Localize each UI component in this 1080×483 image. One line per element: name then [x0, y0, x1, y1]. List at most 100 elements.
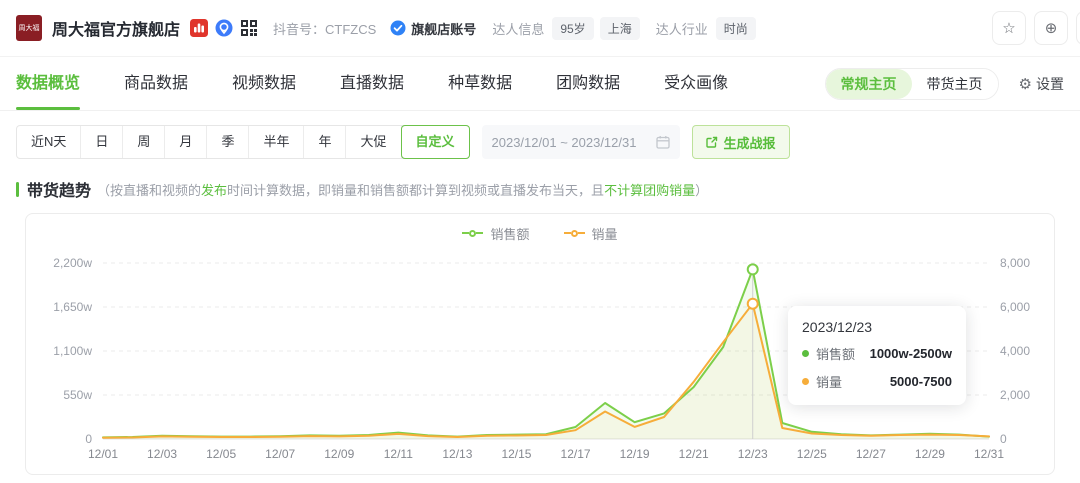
legend-label: 销售额 — [490, 226, 530, 242]
legend-marker-line — [577, 232, 585, 234]
talent-industry-label: 达人行业 — [655, 21, 708, 37]
star-icon: ☆ — [1002, 19, 1016, 37]
left-axis-tick: 0 — [85, 432, 92, 446]
data-chart-icon[interactable] — [190, 19, 209, 37]
tooltip-series-value: 1000w-2500w — [869, 346, 952, 361]
generate-report-button[interactable]: 生成战报 — [691, 125, 790, 159]
section-title: 带货趋势 — [27, 183, 92, 200]
talent-info-badge: 上海 — [599, 16, 640, 40]
date-range-input[interactable]: 2023/12/01 ~ 2023/12/31 — [481, 125, 680, 159]
add-circle-icon: ⊕ — [1044, 19, 1058, 37]
range-近N天[interactable]: 近N天 — [17, 126, 82, 158]
store-logo-text: 周大福 — [18, 25, 40, 32]
right-axis-tick: 4,000 — [1000, 344, 1030, 358]
trend-chart-panel: 销售额 销量 2,200w 1,650w 1,100w 550w 0 8,000 6,000 4… — [25, 213, 1055, 475]
store-logo: 周大福 — [16, 15, 42, 41]
section-note-part: ） — [695, 182, 709, 198]
tooltip-series-dot — [802, 350, 809, 357]
date-range-segments: 近N天日周月季半年年大促 自定义 — [16, 125, 470, 159]
x-axis-tick: 12/27 — [856, 447, 886, 461]
talent-info-badge: 95岁 — [552, 16, 594, 40]
range-周[interactable]: 周 — [123, 126, 166, 158]
top-bar: 周大福 周大福官方旗舰店 抖音号：CTFZCS 旗舰店账号 达人信息 95岁 上海… — [0, 0, 1080, 57]
qr-code-icon[interactable] — [240, 19, 258, 37]
legend-marker-circle — [570, 229, 578, 237]
account-type-label: 旗舰店账号 — [411, 21, 477, 37]
range-大促[interactable]: 大促 — [346, 126, 402, 158]
section-note: （按直播和视频的发布时间计算数据，即销量和销售额都计算到视频或直播发布当天，且不… — [97, 180, 708, 199]
section-accent-bar — [16, 181, 19, 197]
talent-info-label: 达人信息 — [492, 21, 545, 37]
left-axis-tick: 1,100w — [53, 344, 92, 358]
x-axis-tick: 12/11 — [384, 447, 413, 461]
add-compare-button[interactable]: ⊕ — [1034, 11, 1068, 45]
chart-legend: 销售额 销量 — [26, 214, 1054, 252]
legend-item-销售额[interactable]: 销售额 — [462, 224, 530, 243]
legend-marker — [462, 229, 484, 237]
generate-report-label: 生成战报 — [723, 135, 776, 151]
legend-label: 销量 — [591, 226, 618, 242]
more-button[interactable]: ⋯ — [1076, 11, 1080, 45]
account-type: 旗舰店账号 — [390, 19, 476, 38]
tooltip-row: 销量 5000-7500 — [802, 372, 952, 391]
section-note-part: 发布 — [201, 182, 228, 198]
left-axis-tick: 2,200w — [53, 256, 92, 270]
tab-bar: 数据概览 商品数据 视频数据 直播数据 种草数据 团购数据 受众画像 常规主页 带货主页 ⚙ … — [0, 57, 1080, 111]
right-axis-tick: 8,000 — [1000, 256, 1030, 270]
verified-icon — [390, 20, 406, 36]
gear-icon: ⚙ — [1018, 74, 1032, 93]
settings-button[interactable]: ⚙ 设置 — [1019, 74, 1064, 94]
favorite-star-button[interactable]: ☆ — [992, 11, 1026, 45]
tooltip-row: 销售额 1000w-2500w — [802, 344, 952, 363]
toggle-带货主页[interactable]: 带货主页 — [911, 68, 998, 99]
range-半年[interactable]: 半年 — [249, 126, 305, 158]
legend-marker-line — [476, 232, 484, 234]
tab-受众画像[interactable]: 受众画像 — [664, 75, 729, 92]
legend-marker — [563, 229, 585, 237]
range-月[interactable]: 月 — [165, 126, 208, 158]
x-axis-tick: 12/31 — [974, 447, 1004, 461]
x-axis-tick: 12/03 — [147, 447, 177, 461]
section-note-part: （按直播和视频的 — [97, 182, 202, 198]
x-axis-tick: 12/15 — [501, 447, 531, 461]
series-area-销售额 — [103, 269, 989, 439]
talent-industry-badges: 时尚 — [715, 16, 762, 40]
section-note-part: 不计算团购销量 — [604, 182, 696, 198]
tab-团购数据[interactable]: 团购数据 — [556, 75, 621, 92]
tooltip-rows: 销售额 1000w-2500w 销量 5000-7500 — [802, 344, 952, 391]
filter-row: 近N天日周月季半年年大促 自定义 2023/12/01 ~ 2023/12/31 … — [16, 125, 1064, 159]
range-季[interactable]: 季 — [207, 126, 250, 158]
talent-industry-badge: 时尚 — [715, 16, 756, 40]
left-axis-tick: 550w — [63, 388, 92, 402]
settings-label: 设置 — [1036, 75, 1064, 92]
tab-视频数据[interactable]: 视频数据 — [232, 75, 297, 92]
external-link-icon — [705, 136, 717, 148]
legend-marker-line — [563, 232, 571, 234]
tooltip-series-dot — [802, 378, 809, 385]
trend-chart[interactable]: 2,200w 1,650w 1,100w 550w 0 8,000 6,000 4,000 2,… — [26, 252, 1054, 467]
tooltip-series-value: 5000-7500 — [889, 374, 952, 389]
tab-数据概览[interactable]: 数据概览 — [16, 57, 81, 110]
tab-种草数据[interactable]: 种草数据 — [448, 75, 513, 92]
talent-info-badges: 95岁 上海 — [552, 16, 645, 40]
range-年[interactable]: 年 — [304, 126, 347, 158]
tabs: 数据概览 商品数据 视频数据 直播数据 种草数据 团购数据 受众画像 — [16, 57, 728, 110]
x-axis-tick: 12/25 — [797, 447, 827, 461]
toggle-常规主页[interactable]: 常规主页 — [825, 68, 912, 99]
legend-item-销量[interactable]: 销量 — [563, 224, 618, 243]
range-自定义[interactable]: 自定义 — [400, 125, 470, 159]
x-axis-tick: 12/01 — [88, 447, 118, 461]
tab-直播数据[interactable]: 直播数据 — [340, 75, 405, 92]
x-axis-tick: 12/13 — [442, 447, 472, 461]
douyin-id: 抖音号：CTFZCS — [273, 21, 377, 37]
range-日[interactable]: 日 — [81, 126, 124, 158]
homepage-toggle: 常规主页 带货主页 — [824, 67, 999, 100]
date-range-value: 2023/12/01 ~ 2023/12/31 — [491, 134, 637, 150]
x-axis-tick: 12/19 — [620, 447, 650, 461]
tab-商品数据[interactable]: 商品数据 — [124, 75, 189, 92]
legend-marker-circle — [469, 229, 477, 237]
store-name: 周大福官方旗舰店 — [52, 22, 181, 39]
tooltip-date: 2023/12/23 — [802, 319, 873, 335]
right-axis-tick: 6,000 — [1000, 300, 1030, 314]
certification-badge-icon[interactable] — [215, 19, 233, 37]
